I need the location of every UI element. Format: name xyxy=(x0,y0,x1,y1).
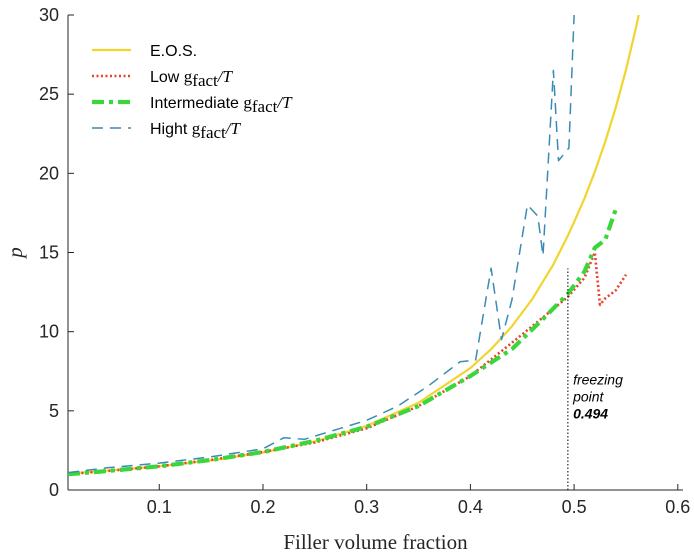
legend-label-3: Intermediate gfact/T xyxy=(150,93,293,116)
y-axis-title: p xyxy=(3,247,27,260)
annotation-text-2: point xyxy=(572,388,604,404)
y-tick-label: 30 xyxy=(39,5,59,25)
legend-math-subscript: fact xyxy=(192,71,218,90)
y-tick-label: 5 xyxy=(49,401,59,421)
legend-math-over-t: /T xyxy=(217,67,234,86)
x-tick-label: 0.5 xyxy=(562,497,587,517)
x-axis-title: Filler volume fraction xyxy=(283,530,468,553)
legend-label-text: Low xyxy=(150,69,184,86)
series-line-4 xyxy=(68,15,575,474)
series-line-2 xyxy=(68,251,628,476)
x-tick-label: 0.2 xyxy=(250,497,275,517)
y-tick-label: 25 xyxy=(39,84,59,104)
plot-area xyxy=(68,15,640,477)
legend-math-g: g xyxy=(184,67,193,86)
y-tick-label: 15 xyxy=(39,243,59,263)
y-tick-label: 10 xyxy=(39,322,59,342)
legend-label-2: Low gfact/T xyxy=(150,67,234,90)
legend-math-over-t: /T xyxy=(225,119,242,138)
legend-math-over-t: /T xyxy=(276,93,293,112)
series-line-3 xyxy=(68,209,618,477)
annotation-text-3: 0.494 xyxy=(573,405,608,421)
x-tick-label: 0.6 xyxy=(665,497,690,517)
legend-label-text: Hight xyxy=(150,121,192,138)
x-tick-label: 0.4 xyxy=(458,497,483,517)
legend-math-subscript: fact xyxy=(200,123,226,142)
x-tick-label: 0.1 xyxy=(147,497,172,517)
legend-label-4: Hight gfact/T xyxy=(150,119,242,142)
legend-label-text: Intermediate xyxy=(150,95,243,112)
y-tick-label: 20 xyxy=(39,163,59,183)
legend-math-g: g xyxy=(243,93,252,112)
legend-math-subscript: fact xyxy=(252,97,278,116)
legend-math-g: g xyxy=(192,119,201,138)
legend-label-text: E.O.S. xyxy=(150,43,197,60)
annotation-text-1: freezing xyxy=(573,371,623,387)
x-tick-label: 0.3 xyxy=(354,497,379,517)
y-tick-label: 0 xyxy=(49,480,59,500)
series-line-1 xyxy=(68,15,640,475)
legend-label-1: E.O.S. xyxy=(150,43,197,60)
